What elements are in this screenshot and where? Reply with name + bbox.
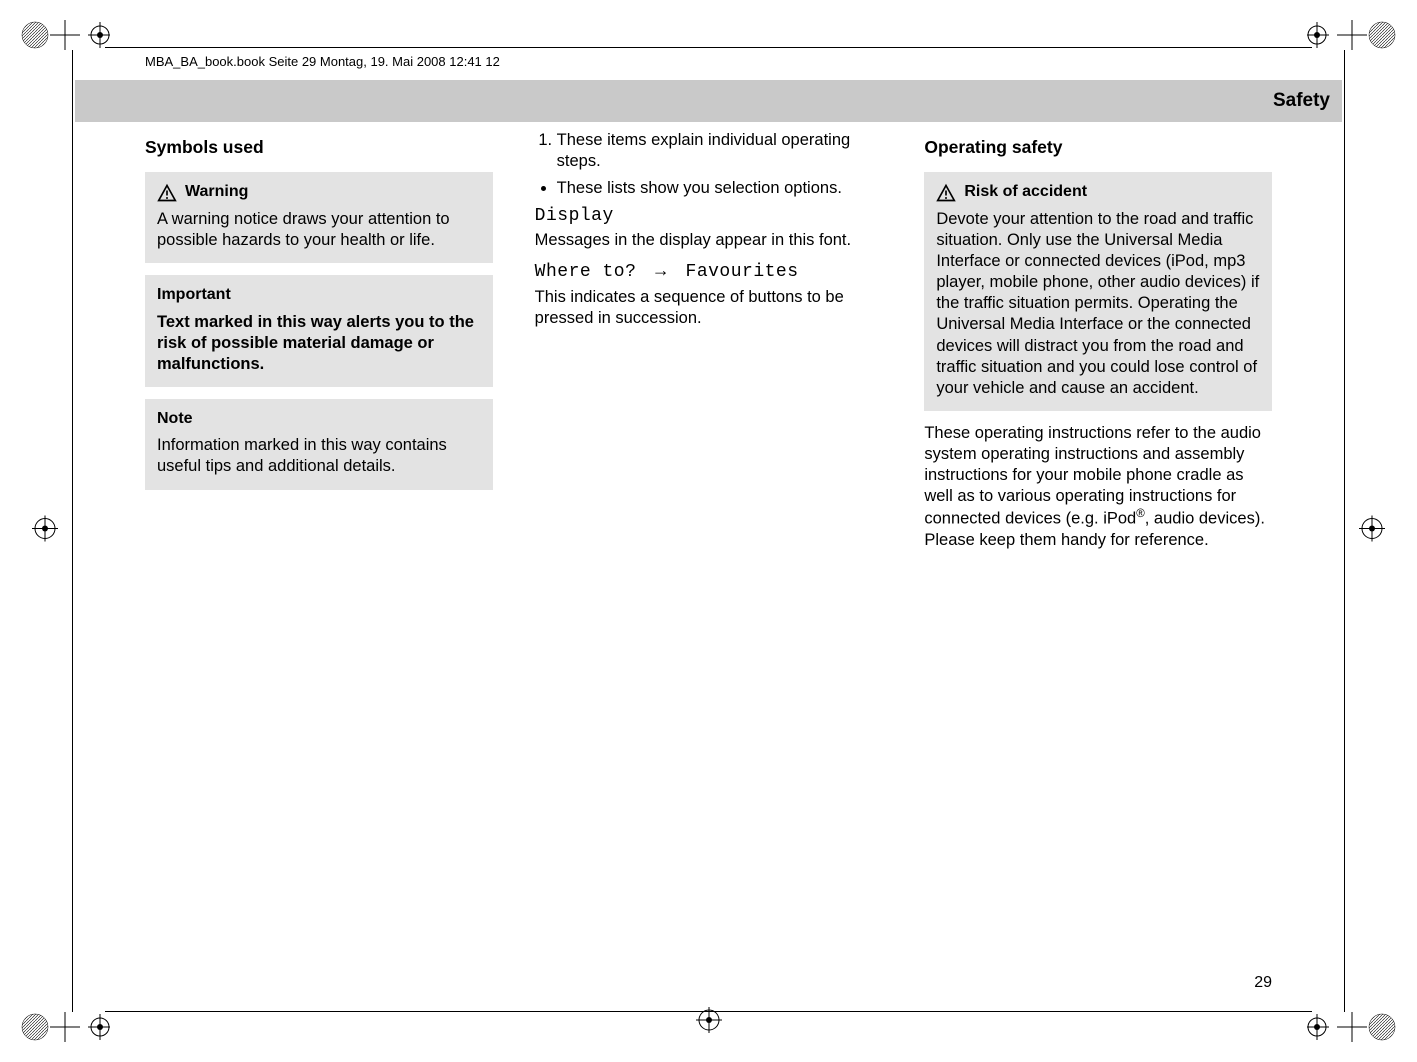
- important-body: Text marked in this way alerts you to th…: [157, 312, 481, 375]
- warning-box: Warning A warning notice draws your atte…: [145, 172, 493, 263]
- frame-vline-left: [72, 50, 73, 1012]
- important-box: Important Text marked in this way alerts…: [145, 275, 493, 387]
- registered-mark: ®: [1136, 508, 1145, 520]
- risk-body: Devote your attention to the road and tr…: [936, 209, 1260, 399]
- column-2: These items explain individual operat­in…: [535, 130, 883, 559]
- arrow-right-icon: →: [648, 260, 675, 280]
- frame-line-top: [105, 47, 1312, 48]
- crop-mark-bottom-left: [20, 1012, 110, 1042]
- col3-followup-paragraph: These operating instructions refer to th…: [924, 423, 1272, 551]
- crop-mark-bottom-right: [1307, 1012, 1397, 1042]
- frame-vline-right: [1344, 50, 1345, 1012]
- column-1: Symbols used Warning A warning notice dr…: [145, 130, 493, 559]
- note-title: Note: [157, 409, 193, 429]
- warning-title: Warning: [185, 182, 248, 202]
- print-meta-line: MBA_BA_book.book Seite 29 Montag, 19. Ma…: [145, 54, 500, 69]
- warning-triangle-icon: [936, 183, 956, 203]
- important-title: Important: [157, 285, 231, 305]
- options-list: These lists show you selection options.: [535, 178, 883, 199]
- risk-title: Risk of accident: [964, 182, 1087, 202]
- seq-right: Favourites: [686, 262, 799, 282]
- warning-triangle-icon: [157, 183, 177, 203]
- steps-list: These items explain individual operat­in…: [535, 130, 883, 172]
- display-description: Messages in the display appear in this f…: [535, 230, 883, 251]
- sequence-description: This indicates a sequence of buttons to …: [535, 287, 883, 329]
- col1-heading: Symbols used: [145, 136, 493, 158]
- step-item-1: These items explain individual operat­in…: [557, 130, 883, 172]
- button-sequence: Where to? → Favourites: [535, 259, 883, 284]
- risk-box: Risk of accident Devote your attention t…: [924, 172, 1272, 410]
- note-body: Information marked in this way contains …: [157, 435, 481, 477]
- display-mono-label: Display: [535, 205, 883, 228]
- frame-line-bottom: [105, 1011, 1312, 1012]
- register-mark-right: [1359, 516, 1385, 547]
- section-title-text: Safety: [1273, 90, 1330, 112]
- seq-left: Where to?: [535, 262, 637, 282]
- section-title-band: Safety: [75, 80, 1342, 122]
- option-item-1: These lists show you selection options.: [557, 178, 883, 199]
- note-box: Note Information marked in this way cont…: [145, 399, 493, 490]
- crop-mark-top-left: [20, 20, 110, 50]
- register-mark-left: [32, 516, 58, 547]
- warning-body: A warning notice draws your attention to…: [157, 209, 481, 251]
- page-number: 29: [1254, 974, 1272, 992]
- col3-heading: Operating safety: [924, 136, 1272, 158]
- crop-mark-top-right: [1307, 20, 1397, 50]
- column-3: Operating safety Risk of accident Devote…: [924, 130, 1272, 559]
